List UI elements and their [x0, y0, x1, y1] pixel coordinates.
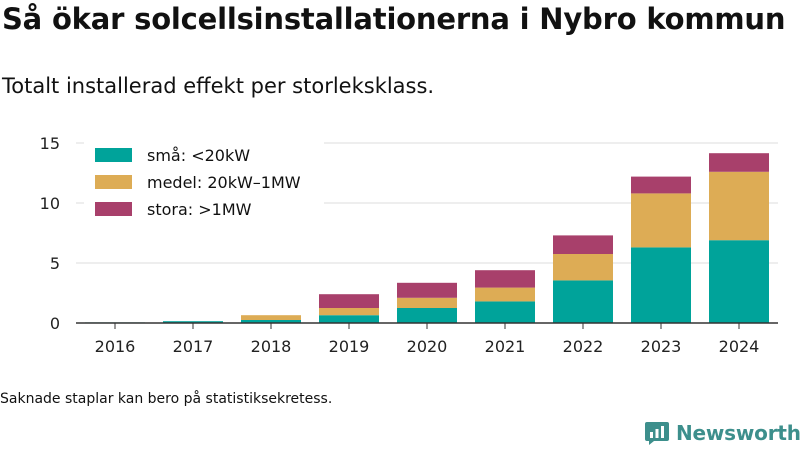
bar-segment-2020-2 [397, 282, 457, 298]
bar-segment-2018-0 [241, 320, 301, 323]
x-tick-label-2023: 2023 [641, 337, 682, 356]
brand-name: Newsworthy [676, 421, 800, 445]
bar-segment-2022-2 [553, 235, 613, 254]
x-tick-label-2016: 2016 [95, 337, 136, 356]
legend-label-0: små: <20kW [147, 146, 250, 165]
legend-swatch-2 [95, 202, 132, 216]
x-tick-label-2018: 2018 [251, 337, 292, 356]
bar-segment-2022-0 [553, 280, 613, 323]
brand-logo: Newsworthy [644, 418, 800, 448]
y-tick-label-0: 0 [50, 314, 60, 333]
newsworthy-logo-icon [644, 420, 670, 446]
bar-segment-2020-0 [397, 308, 457, 323]
x-tick-label-2021: 2021 [485, 337, 526, 356]
bar-segment-2020-1 [397, 297, 457, 308]
footnote: Saknade staplar kan bero på statistiksek… [0, 391, 333, 407]
bar-segment-2019-1 [319, 308, 379, 316]
bar-segment-2021-1 [475, 287, 535, 302]
x-tick-label-2024: 2024 [719, 337, 760, 356]
bar-segment-2017-0 [163, 321, 223, 323]
bar-segment-2019-2 [319, 294, 379, 308]
bar-segment-2023-2 [631, 176, 691, 194]
y-tick-label-5: 5 [50, 254, 60, 273]
bar-segment-2021-2 [475, 270, 535, 288]
y-tick-label-10: 10 [40, 194, 60, 213]
bar-segment-2018-1 [241, 315, 301, 320]
legend-label-2: stora: >1MW [147, 200, 252, 219]
stacked-bar-chart: 0 5 10 15 2016 2017 2018 2019 2020 2021 2022 2023 20… [40, 134, 778, 356]
bar-segment-2023-1 [631, 193, 691, 248]
bar-segment-2024-1 [709, 171, 769, 241]
bar-segment-2024-0 [709, 240, 769, 323]
legend-label-1: medel: 20kW–1MW [147, 173, 301, 192]
chart-title: Så ökar solcellsinstallationerna i Nybro… [2, 2, 786, 36]
bar-segment-2023-0 [631, 247, 691, 323]
legend-swatch-0 [95, 148, 132, 162]
x-tick-label-2017: 2017 [173, 337, 214, 356]
x-tick-label-2020: 2020 [407, 337, 448, 356]
legend-swatch-1 [95, 175, 132, 189]
bar-segment-2019-0 [319, 315, 379, 323]
bar-segment-2022-1 [553, 254, 613, 281]
y-tick-label-15: 15 [40, 134, 60, 153]
x-tick-label-2019: 2019 [329, 337, 370, 356]
bar-segment-2024-2 [709, 153, 769, 172]
bar-segment-2021-0 [475, 301, 535, 323]
chart-subtitle: Totalt installerad effekt per storlekskl… [2, 74, 435, 98]
x-tick-label-2022: 2022 [563, 337, 604, 356]
